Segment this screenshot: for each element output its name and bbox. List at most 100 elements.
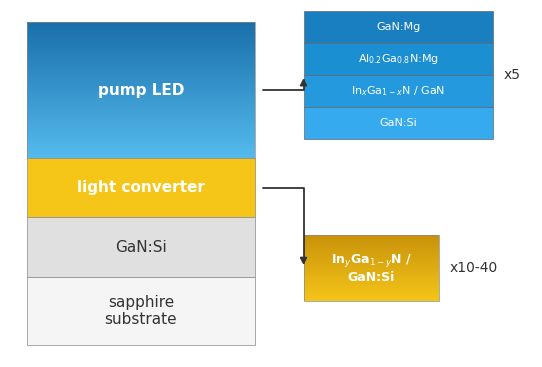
Text: In$_y$Ga$_{1-y}$N /
GaN:Si: In$_y$Ga$_{1-y}$N / GaN:Si <box>331 252 412 284</box>
Bar <box>304 297 439 298</box>
Bar <box>304 288 439 289</box>
Bar <box>27 103 255 106</box>
Bar <box>27 139 255 142</box>
Bar <box>27 68 255 71</box>
Bar <box>304 284 439 285</box>
Bar <box>27 36 255 38</box>
Bar <box>27 84 255 87</box>
Bar <box>27 117 255 120</box>
Bar <box>304 286 439 288</box>
Bar <box>27 126 255 128</box>
Text: Al$_{0.2}$Ga$_{0.8}$N:Mg: Al$_{0.2}$Ga$_{0.8}$N:Mg <box>358 52 439 66</box>
Bar <box>304 270 439 272</box>
Text: light converter: light converter <box>77 180 205 195</box>
Bar <box>304 264 439 265</box>
Bar <box>304 276 439 277</box>
Bar <box>27 52 255 55</box>
Bar <box>304 253 439 255</box>
Bar <box>27 98 255 101</box>
Bar <box>304 43 493 75</box>
Bar <box>27 41 255 44</box>
Bar <box>27 63 255 66</box>
Bar <box>304 275 439 276</box>
Bar <box>27 136 255 139</box>
Bar <box>27 22 255 25</box>
Bar <box>27 101 255 103</box>
Bar <box>27 109 255 112</box>
Text: sapphire
substrate: sapphire substrate <box>105 295 177 327</box>
Bar <box>27 128 255 131</box>
Bar <box>27 93 255 95</box>
Bar <box>304 248 439 250</box>
Bar <box>27 28 255 30</box>
Bar <box>304 296 439 297</box>
Text: GaN:Si: GaN:Si <box>379 119 417 128</box>
Bar <box>27 218 255 277</box>
Bar <box>304 283 439 284</box>
Bar <box>304 281 439 283</box>
Bar <box>27 106 255 109</box>
Bar <box>27 66 255 68</box>
Bar <box>304 256 439 257</box>
Bar <box>304 266 439 268</box>
Bar <box>304 298 439 299</box>
Bar <box>304 239 439 240</box>
Bar <box>304 255 439 256</box>
Bar <box>304 293 439 294</box>
Bar <box>304 240 439 241</box>
Bar <box>27 71 255 74</box>
Bar <box>27 277 255 345</box>
Bar <box>27 76 255 79</box>
Bar <box>27 144 255 147</box>
Bar <box>304 268 439 269</box>
Bar <box>304 251 439 252</box>
Bar <box>27 153 255 155</box>
Bar <box>304 257 439 259</box>
Bar <box>27 155 255 158</box>
Bar <box>27 123 255 126</box>
Bar <box>304 280 439 281</box>
Bar <box>304 292 439 293</box>
Bar <box>304 243 439 244</box>
Bar <box>27 120 255 123</box>
Bar <box>27 150 255 153</box>
Bar <box>27 79 255 82</box>
Bar <box>27 47 255 49</box>
Bar <box>27 57 255 60</box>
Bar <box>304 11 493 43</box>
Bar <box>27 38 255 41</box>
Bar <box>27 74 255 76</box>
Text: In$_x$Ga$_{1-x}$N / GaN: In$_x$Ga$_{1-x}$N / GaN <box>351 84 446 98</box>
Bar <box>304 261 439 263</box>
Text: GaN:Si: GaN:Si <box>115 240 167 255</box>
Bar <box>27 142 255 144</box>
Bar <box>27 25 255 28</box>
Bar <box>304 246 439 247</box>
Bar <box>27 60 255 63</box>
Bar <box>304 272 439 273</box>
Bar <box>304 107 493 139</box>
Bar <box>304 252 439 253</box>
Bar <box>304 247 439 248</box>
Bar <box>304 285 439 286</box>
Bar <box>304 250 439 251</box>
Bar <box>304 75 493 107</box>
Bar <box>304 294 439 296</box>
Text: pump LED: pump LED <box>98 83 184 98</box>
Bar <box>304 235 439 301</box>
Bar <box>304 235 439 236</box>
Text: x10-40: x10-40 <box>450 261 498 275</box>
Bar <box>304 260 439 261</box>
Bar <box>304 241 439 243</box>
Text: x5: x5 <box>504 68 521 82</box>
Bar <box>27 55 255 57</box>
Bar <box>304 265 439 266</box>
Bar <box>304 244 439 246</box>
Bar <box>27 115 255 117</box>
Text: GaN:Mg: GaN:Mg <box>376 22 421 32</box>
Bar <box>304 299 439 301</box>
Bar <box>27 112 255 115</box>
Bar <box>27 90 255 93</box>
Bar <box>27 87 255 90</box>
Bar <box>304 259 439 260</box>
